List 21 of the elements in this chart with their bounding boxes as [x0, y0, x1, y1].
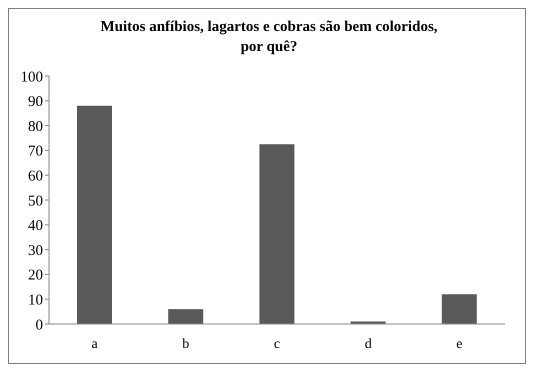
x-tick-label: d	[364, 336, 372, 352]
y-tick-label: 100	[20, 69, 43, 86]
y-tick-label: 10	[28, 292, 43, 309]
y-tick-label: 30	[28, 242, 43, 259]
y-tick-label: 70	[28, 144, 43, 160]
y-tick-label: 90	[28, 94, 43, 110]
x-tick-label: c	[274, 336, 280, 352]
y-tick-label: 50	[28, 193, 43, 210]
bar	[168, 309, 204, 324]
bar	[259, 144, 294, 324]
x-tick-label: a	[91, 336, 98, 352]
y-tick-label: 0	[36, 317, 43, 334]
y-tick-label: 80	[28, 118, 43, 135]
bar	[442, 294, 477, 324]
y-tick-label: 40	[28, 218, 43, 234]
x-tick-label: e	[456, 336, 463, 352]
y-tick-label: 20	[28, 268, 43, 284]
x-tick-label: b	[182, 336, 190, 352]
bar	[77, 106, 112, 324]
y-tick-label: 60	[28, 168, 43, 185]
chart-title: Muitos anfíbios, lagartos e cobras são bem coloridos, por quê?	[99, 18, 439, 57]
